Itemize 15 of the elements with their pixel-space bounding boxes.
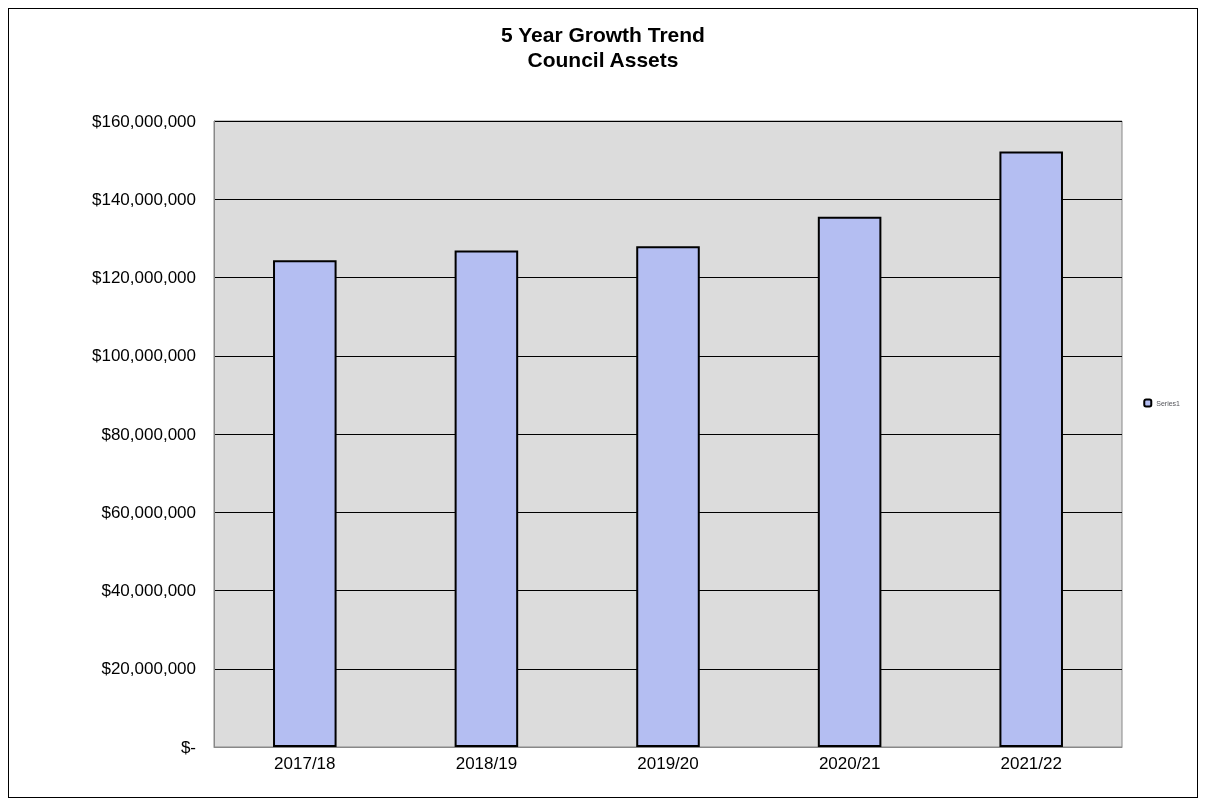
y-tick-label: $120,000,000: [92, 268, 196, 287]
y-tick-label: $40,000,000: [101, 581, 196, 600]
y-tick-label: $80,000,000: [101, 424, 196, 444]
x-tick-label: 2019/20: [637, 754, 699, 773]
y-tick-label: $160,000,000: [92, 111, 196, 131]
y-tick-label: $60,000,000: [101, 502, 196, 522]
x-tick-label: 2020/21: [818, 754, 881, 773]
y-tick-label: $20,000,000: [101, 659, 196, 679]
chart-title: 5 Year Growth Trend Council Assets: [501, 23, 705, 71]
y-tick-label: $140,000,000: [92, 189, 196, 209]
y-tick-label: $-: [180, 737, 196, 757]
y-tick-label: $100,000,000: [92, 346, 196, 366]
x-tick-label: 2021/22: [1000, 754, 1062, 773]
x-tick-label: 2018/19: [455, 754, 518, 773]
x-tick-label: 2017/18: [274, 754, 336, 773]
